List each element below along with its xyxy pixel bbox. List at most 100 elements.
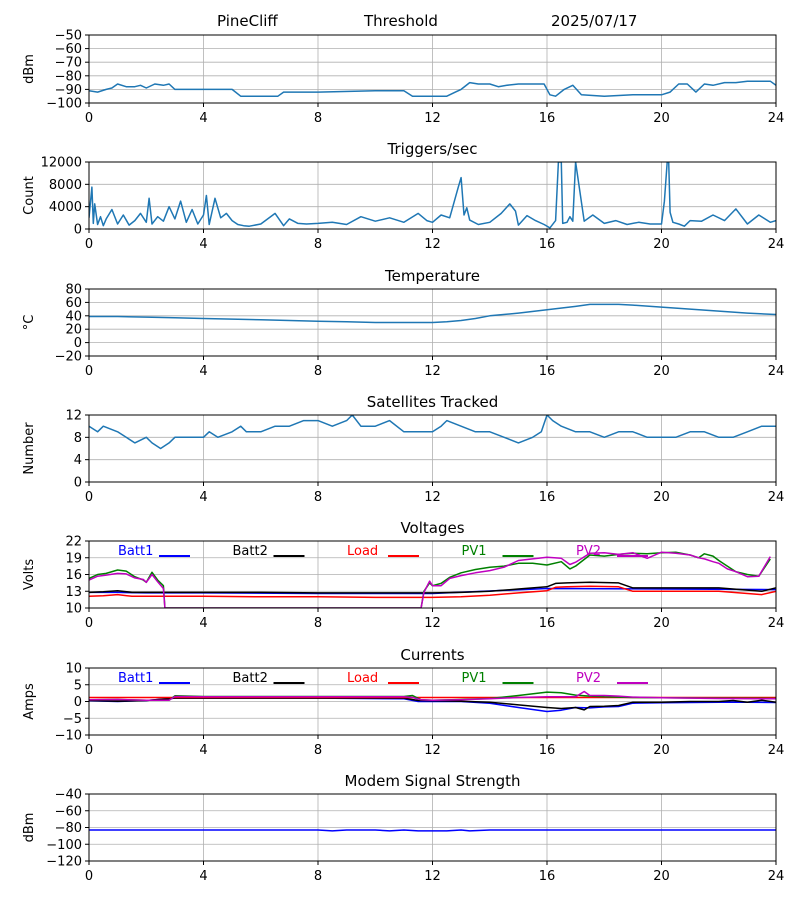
legend-label-batt1: Batt1: [118, 544, 153, 559]
temperature-title: Temperature: [384, 267, 480, 285]
y-tick-label: −120: [46, 855, 82, 870]
y-tick-label: −90: [55, 83, 82, 98]
x-tick-label: 4: [199, 616, 207, 631]
y-tick-label: 12: [65, 409, 82, 424]
y-tick-label: −100: [46, 838, 82, 853]
y-tick-label: −60: [55, 42, 82, 57]
x-tick-label: 24: [768, 743, 785, 758]
satellites-title: Satellites Tracked: [367, 393, 498, 411]
y-tick-label: 80: [65, 283, 82, 298]
legend-label-pv2: PV2: [576, 671, 601, 686]
x-tick-label: 20: [653, 490, 670, 505]
legend-label-pv1: PV1: [462, 544, 487, 559]
site-name: PineCliff: [217, 12, 278, 30]
header-label: Threshold: [363, 12, 438, 30]
y-tick-label: −80: [55, 821, 82, 836]
x-tick-label: 12: [424, 237, 441, 252]
x-tick-label: 8: [314, 364, 322, 379]
x-tick-label: 24: [768, 237, 785, 252]
modem-title: Modem Signal Strength: [345, 772, 521, 790]
y-tick-label: 13: [65, 585, 82, 600]
y-tick-label: 0: [74, 223, 82, 238]
voltages-series-batt2: [89, 581, 776, 594]
legend-label-load: Load: [347, 671, 378, 686]
y-tick-label: −80: [55, 69, 82, 84]
y-tick-label: 0: [74, 695, 82, 710]
x-tick-label: 20: [653, 743, 670, 758]
x-tick-label: 8: [314, 237, 322, 252]
voltages-series-pv2: [89, 551, 771, 608]
legend-label-pv2: PV2: [576, 544, 601, 559]
satellites-panel: 0 4 8 12 16 20 24 0 4 8 12 Number Satellites Tracked: [22, 393, 784, 505]
temperature-y-axis-label: °C: [22, 315, 37, 331]
y-tick-label: 22: [65, 535, 82, 550]
x-tick-label: 0: [85, 490, 93, 505]
x-tick-label: 0: [85, 616, 93, 631]
x-tick-label: 24: [768, 490, 785, 505]
y-tick-label: 10: [65, 602, 82, 617]
y-tick-label: 60: [65, 296, 82, 311]
x-tick-label: 24: [768, 869, 785, 884]
legend-label-batt2: Batt2: [233, 671, 268, 686]
x-tick-label: 16: [539, 743, 556, 758]
y-tick-label: 40: [65, 309, 82, 324]
rssi-series-line: [89, 80, 776, 97]
voltages-series-pv1: [89, 551, 771, 608]
y-tick-label: 19: [65, 551, 82, 566]
y-tick-label: 20: [65, 323, 82, 338]
temperature-series-line: [89, 303, 776, 324]
x-tick-label: 16: [539, 111, 556, 126]
x-tick-label: 4: [199, 237, 207, 252]
currents-y-axis-label: Amps: [22, 683, 37, 720]
voltages-series-load: [89, 585, 776, 599]
modem-series-line: [89, 829, 776, 832]
y-tick-label: −50: [55, 29, 82, 44]
x-tick-label: 0: [85, 237, 93, 252]
satellites-y-axis-label: Number: [22, 422, 37, 475]
voltages-y-axis-label: Volts: [22, 559, 37, 591]
report-date: 2025/07/17: [551, 12, 637, 30]
y-tick-label: −5: [63, 712, 82, 727]
y-tick-label: 10: [65, 662, 82, 677]
modem-y-axis-label: dBm: [22, 813, 37, 843]
legend-label-load: Load: [347, 544, 378, 559]
y-tick-label: 16: [65, 568, 82, 583]
y-tick-label: 4: [74, 453, 82, 468]
x-tick-label: 8: [314, 616, 322, 631]
x-tick-label: 16: [539, 490, 556, 505]
x-tick-label: 4: [199, 111, 207, 126]
x-tick-label: 12: [424, 616, 441, 631]
y-tick-label: 5: [74, 678, 82, 693]
triggers-title: Triggers/sec: [387, 140, 478, 158]
x-tick-label: 16: [539, 237, 556, 252]
x-tick-label: 24: [768, 616, 785, 631]
y-tick-label: −60: [55, 804, 82, 819]
y-tick-label: 8: [74, 431, 82, 446]
y-tick-label: 8000: [49, 178, 82, 193]
currents-legend: Batt1 Batt2 Load PV1 PV2: [118, 671, 648, 686]
x-tick-label: 20: [653, 111, 670, 126]
x-tick-label: 12: [424, 490, 441, 505]
y-tick-label: 12000: [41, 156, 82, 171]
y-tick-label: 4000: [49, 200, 82, 215]
y-tick-label: −40: [55, 788, 82, 803]
x-tick-label: 0: [85, 869, 93, 884]
x-tick-label: 8: [314, 869, 322, 884]
legend-label-pv1: PV1: [462, 671, 487, 686]
legend-label-batt1: Batt1: [118, 671, 153, 686]
voltages-series-batt1: [89, 587, 776, 595]
x-tick-label: 8: [314, 111, 322, 126]
x-tick-label: 12: [424, 364, 441, 379]
triggers-panel: 0 4 8 12 16 20 24 0 4000 8000 12000 Count Triggers/s…: [22, 140, 784, 252]
y-tick-label: −10: [55, 729, 82, 744]
y-tick-label: −20: [55, 350, 82, 365]
x-tick-label: 4: [199, 364, 207, 379]
x-tick-label: 0: [85, 364, 93, 379]
x-tick-label: 8: [314, 490, 322, 505]
